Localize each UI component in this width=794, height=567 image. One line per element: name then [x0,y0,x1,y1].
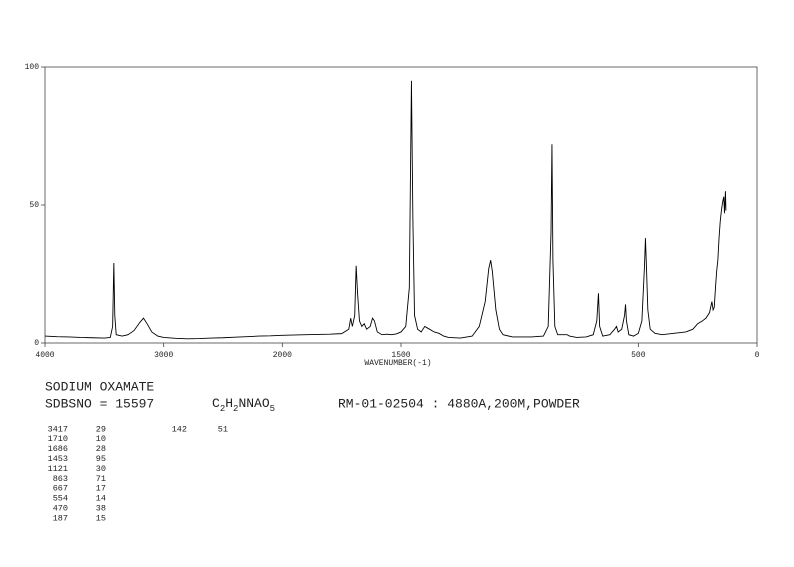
formula-part: H [225,396,233,411]
peak-wavenumber: 1453 [48,454,68,464]
peak-intensity: 17 [96,484,106,494]
x-tick-label: 4000 [35,351,54,360]
peak-wavenumber: 554 [53,494,68,504]
peak-wavenumber: 142 [172,424,187,434]
formula-subscript: 2 [220,404,225,414]
x-tick-label: 500 [631,351,646,360]
peak-intensity: 95 [96,454,106,464]
y-tick-label: 100 [25,63,40,72]
formula-subscript: 2 [233,404,238,414]
x-tick-label: 0 [755,351,760,360]
peak-intensity: 28 [96,444,106,454]
peak-wavenumber: 667 [53,484,68,494]
peak-intensity: 29 [96,424,106,434]
x-axis-label: WAVENUMBER(-1) [364,359,431,368]
peak-intensity: 10 [96,434,106,444]
peak-wavenumber: 187 [53,513,68,523]
x-tick-label: 3000 [154,351,173,360]
peak-intensity: 71 [96,474,106,484]
peak-wavenumber: 3417 [48,424,68,434]
conditions: RM-01-02504 : 4880A,200M,POWDER [338,396,580,411]
peak-intensity: 30 [96,464,106,474]
sdbs-number: SDBSNO = 15597 [45,396,154,411]
peak-intensity: 38 [96,503,106,513]
peak-intensity: 14 [96,494,106,504]
spectrum-line [44,80,727,340]
formula: C2H2NNAO5 [212,396,275,414]
y-tick-label: 0 [34,339,39,348]
peak-intensity: 15 [96,513,106,523]
peak-intensity: 51 [218,424,228,434]
peak-wavenumber: 470 [53,503,68,513]
x-tick-label: 2000 [273,351,292,360]
formula-subscript: 5 [270,404,275,414]
formula-part: C [212,396,220,411]
formula-part: NNAO [238,396,269,411]
peak-wavenumber: 863 [53,474,68,484]
peak-wavenumber: 1710 [48,434,68,444]
peak-wavenumber: 1686 [48,444,68,454]
sample-name: SODIUM OXAMATE [45,379,154,394]
peak-wavenumber: 1121 [48,464,68,474]
x-tick-label: 1500 [391,351,410,360]
plot-frame [44,66,758,344]
y-tick-label: 50 [29,201,39,210]
